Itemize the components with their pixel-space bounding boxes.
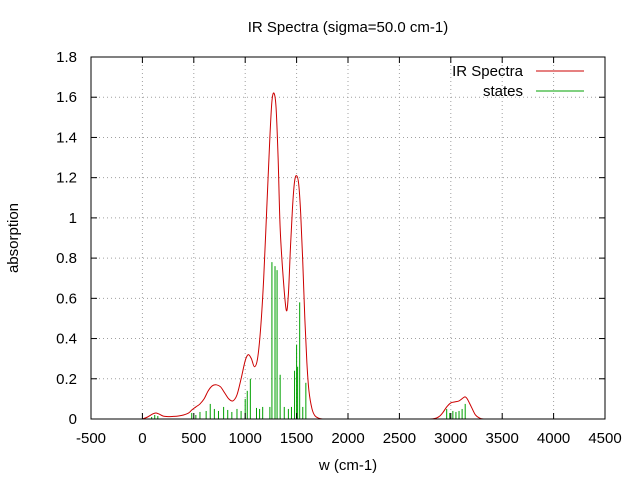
legend-label: IR Spectra [452, 63, 524, 80]
axis-ticks: -500 0 500 1000 1500 2000 2500 3000 3500 4000 4500… [56, 49, 622, 447]
y-tick-label: 0.8 [56, 250, 77, 267]
x-tick-label: 1500 [280, 430, 313, 447]
y-tick-label: 1.2 [56, 170, 77, 187]
x-tick-label: 3500 [486, 430, 519, 447]
y-tick-label: 1.6 [56, 89, 77, 106]
legend: IR Spectra states [452, 63, 584, 100]
x-axis-label: w (cm-1) [318, 457, 377, 474]
x-tick-label: 3000 [434, 430, 467, 447]
x-tick-label: 0 [138, 430, 146, 447]
y-tick-label: 0 [69, 411, 77, 428]
legend-label: states [483, 83, 523, 100]
y-tick-label: 0.2 [56, 371, 77, 388]
x-tick-label: 1000 [229, 430, 262, 447]
x-tick-label: 500 [181, 430, 206, 447]
y-axis-label: absorption [5, 203, 22, 273]
chart-title: IR Spectra (sigma=50.0 cm-1) [248, 19, 449, 36]
y-tick-label: 1.8 [56, 49, 77, 66]
ir-spectra-line [142, 92, 585, 420]
y-tick-label: 1.4 [56, 129, 77, 146]
x-tick-label: 2500 [383, 430, 416, 447]
x-tick-label: 2000 [331, 430, 364, 447]
y-tick-label: 0.4 [56, 331, 77, 348]
series-layer [142, 92, 585, 420]
x-tick-label: 4500 [588, 430, 621, 447]
grid [91, 57, 605, 419]
states-impulses [151, 262, 466, 419]
y-tick-label: 0.6 [56, 290, 77, 307]
x-tick-label: 4000 [537, 430, 570, 447]
x-tick-label: -500 [76, 430, 106, 447]
y-tick-label: 1 [69, 210, 77, 227]
